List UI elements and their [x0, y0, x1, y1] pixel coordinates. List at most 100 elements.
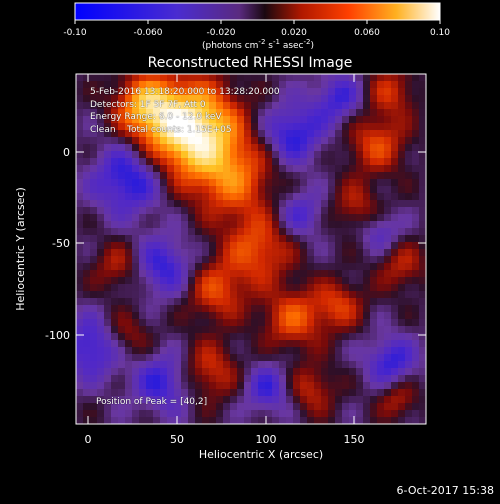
heatmap-pixel	[153, 214, 161, 222]
heatmap-pixel	[230, 375, 238, 383]
heatmap-pixel	[279, 88, 287, 96]
heatmap-pixel	[377, 270, 385, 278]
heatmap-pixel	[146, 207, 154, 215]
heatmap-pixel	[272, 326, 280, 334]
heatmap-pixel	[132, 130, 140, 138]
heatmap-pixel	[181, 249, 189, 257]
heatmap-pixel	[97, 109, 105, 117]
heatmap-pixel	[412, 242, 420, 250]
heatmap-pixel	[279, 228, 287, 236]
heatmap-pixel	[125, 123, 133, 131]
heatmap-pixel	[146, 228, 154, 236]
heatmap-pixel	[279, 403, 287, 411]
heatmap-pixel	[265, 74, 273, 82]
heatmap-pixel	[314, 382, 322, 390]
heatmap-pixel	[195, 130, 203, 138]
heatmap-pixel	[314, 270, 322, 278]
heatmap-pixel	[153, 326, 161, 334]
heatmap-pixel	[230, 277, 238, 285]
heatmap-pixel	[279, 410, 287, 418]
heatmap-pixel	[321, 193, 329, 201]
heatmap-pixel	[335, 235, 343, 243]
heatmap-pixel	[209, 312, 217, 320]
heatmap-pixel	[118, 193, 126, 201]
heatmap-pixel	[111, 207, 119, 215]
heatmap-pixel	[76, 417, 84, 424]
heatmap-pixel	[405, 354, 413, 362]
heatmap-pixel	[258, 74, 266, 82]
heatmap-pixel	[160, 200, 168, 208]
heatmap-pixel	[146, 109, 154, 117]
heatmap-pixel	[209, 270, 217, 278]
heatmap-pixel	[258, 158, 266, 166]
heatmap-pixel	[223, 214, 231, 222]
heatmap-pixel	[160, 298, 168, 306]
heatmap-pixel	[405, 95, 413, 103]
heatmap-pixel	[139, 74, 147, 82]
heatmap-pixel	[321, 228, 329, 236]
heatmap-pixel	[146, 270, 154, 278]
heatmap-pixel	[377, 95, 385, 103]
heatmap-pixel	[146, 298, 154, 306]
heatmap-pixel	[321, 277, 329, 285]
heatmap-pixel	[251, 284, 259, 292]
heatmap-pixel	[342, 102, 350, 110]
heatmap-pixel	[244, 102, 252, 110]
heatmap-pixel	[111, 102, 119, 110]
heatmap-pixel	[237, 137, 245, 145]
heatmap-pixel	[258, 326, 266, 334]
heatmap-pixel	[118, 410, 126, 418]
heatmap-pixel	[349, 305, 357, 313]
heatmap-pixel	[188, 298, 196, 306]
heatmap-pixel	[97, 200, 105, 208]
heatmap-pixel	[230, 109, 238, 117]
heatmap-pixel	[209, 319, 217, 327]
heatmap-pixel	[293, 326, 301, 334]
heatmap-pixel	[279, 123, 287, 131]
heatmap-pixel	[258, 165, 266, 173]
heatmap-pixel	[349, 242, 357, 250]
heatmap-pixel	[328, 130, 336, 138]
heatmap-pixel	[118, 333, 126, 341]
heatmap-pixel	[328, 410, 336, 418]
heatmap-pixel	[356, 235, 364, 243]
heatmap-pixel	[104, 242, 112, 250]
heatmap-pixel	[279, 144, 287, 152]
heatmap-pixel	[251, 95, 259, 103]
heatmap-pixel	[349, 207, 357, 215]
heatmap-pixel	[167, 417, 175, 424]
heatmap-pixel	[391, 158, 399, 166]
heatmap-pixel	[118, 319, 126, 327]
heatmap-pixel	[90, 130, 98, 138]
heatmap-pixel	[132, 137, 140, 145]
heatmap-pixel	[307, 193, 315, 201]
heatmap-pixel	[300, 291, 308, 299]
heatmap-pixel	[230, 137, 238, 145]
heatmap-pixel	[384, 214, 392, 222]
heatmap-pixel	[405, 403, 413, 411]
heatmap-pixel	[342, 228, 350, 236]
heatmap-pixel	[314, 305, 322, 313]
heatmap-pixel	[83, 389, 91, 397]
heatmap-pixel	[391, 333, 399, 341]
heatmap-pixel	[363, 361, 371, 369]
heatmap-pixel	[216, 88, 224, 96]
heatmap-pixel	[328, 403, 336, 411]
heatmap-pixel	[321, 214, 329, 222]
heatmap-pixel	[405, 312, 413, 320]
heatmap-pixel	[419, 298, 426, 306]
heatmap-pixel	[174, 235, 182, 243]
heatmap-pixel	[251, 382, 259, 390]
heatmap-pixel	[195, 298, 203, 306]
heatmap-pixel	[412, 396, 420, 404]
heatmap-pixel	[223, 319, 231, 327]
heatmap-pixel	[307, 298, 315, 306]
heatmap-pixel	[356, 417, 364, 424]
heatmap-pixel	[153, 186, 161, 194]
heatmap-pixel	[321, 396, 329, 404]
heatmap-pixel	[279, 389, 287, 397]
heatmap-pixel	[251, 347, 259, 355]
heatmap-pixel	[83, 319, 91, 327]
heatmap-pixel	[244, 130, 252, 138]
